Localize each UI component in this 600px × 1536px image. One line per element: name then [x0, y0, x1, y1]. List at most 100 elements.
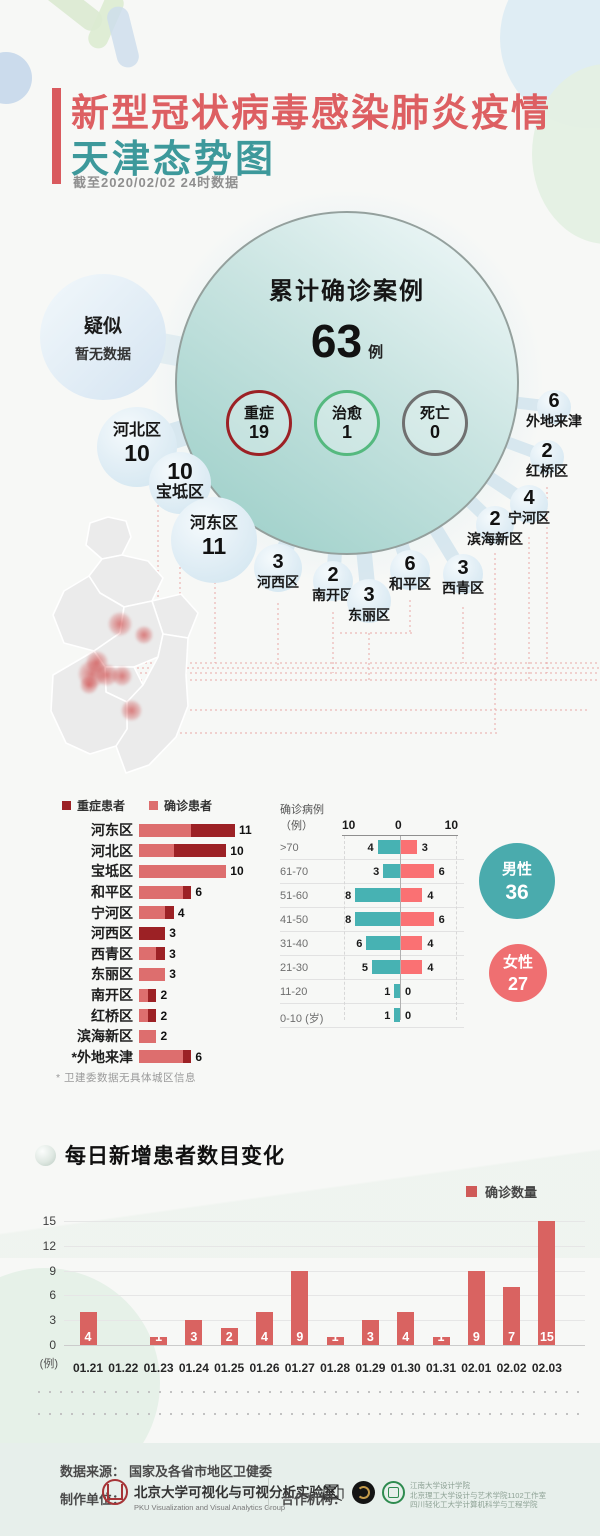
map-hotspot	[135, 626, 153, 644]
age-group-label: 0-10 (岁)	[280, 1013, 324, 1025]
daily-gridline	[64, 1295, 585, 1297]
daily-gridline	[64, 1270, 585, 1272]
severe-bar-segment	[173, 844, 227, 858]
severe-chart-row: 红桥区 2	[55, 1005, 295, 1026]
female-value: 6	[438, 914, 445, 926]
severe-chart-row: 滨海新区 2	[55, 1026, 295, 1047]
age-pyramid-chart: 确诊病例（例） 10 0 10 >70 4 3 61-70 3 6 51-60 8 4 41-50…	[280, 804, 464, 1028]
severe-row-bar	[139, 864, 227, 878]
legend-label: 确诊患者	[164, 799, 213, 813]
district-bubble-circle	[443, 554, 483, 594]
severe-row-bar	[139, 1009, 157, 1023]
daily-section-title-row: 每日新增患者数目变化	[35, 1140, 285, 1170]
female-value: 0	[405, 1010, 412, 1022]
district-value: 10	[124, 440, 150, 467]
age-group-label: >70	[280, 842, 299, 854]
section-bullet-sphere-icon	[35, 1144, 56, 1166]
age-chart-title: 确诊病例（例）	[280, 804, 324, 832]
district-value: 10	[167, 458, 193, 484]
district-bubble: 2 南开区	[273, 564, 393, 603]
maker-name-cn: 北京大学可视化与可视分析实验室	[134, 1485, 337, 1500]
daily-date-label: 01.27	[284, 1361, 315, 1375]
confirmed-bar-segment	[139, 823, 192, 837]
suspected-bubble: 疑似 暂无数据	[40, 274, 166, 400]
confirmed-bar-segment	[139, 988, 148, 1002]
severe-row-label: 河西区	[91, 925, 133, 942]
severe-bar-segment	[147, 988, 157, 1002]
district-bubble: 2 红桥区	[487, 440, 600, 479]
stat-value: 1	[341, 421, 352, 442]
age-axis-tick-right: 10	[444, 818, 458, 832]
female-bar	[400, 888, 423, 902]
deco-leaf-3	[104, 4, 142, 70]
daily-bar-value: 7	[508, 1329, 516, 1344]
female-bar	[400, 960, 423, 974]
page-title-line2: 天津态势图	[71, 139, 277, 181]
daily-bar-value: 1	[331, 1336, 339, 1344]
daily-bar-value: 1	[437, 1336, 445, 1344]
legend-square-icon	[149, 801, 159, 810]
male-total-circle: 男性 36	[479, 843, 555, 919]
partner-logo-jiangnan	[323, 1484, 344, 1502]
age-gridline	[456, 836, 457, 1020]
daily-bar: 7	[503, 1287, 521, 1345]
suspected-label: 疑似	[83, 315, 122, 337]
severe-chart-row: 和平区 6	[55, 882, 295, 903]
daily-date-label: 01.23	[143, 1361, 174, 1375]
age-chart-header: 确诊病例（例） 10 0 10	[280, 804, 464, 836]
severe-row-total: 3	[169, 967, 176, 982]
stat-label: 死亡	[419, 404, 450, 422]
daily-date-label: 01.31	[425, 1361, 457, 1375]
severe-chart-row: *外地来津 6	[55, 1047, 295, 1068]
confirmed-bar-segment	[139, 906, 166, 920]
male-bar	[366, 936, 400, 950]
district-value: 3	[272, 551, 284, 573]
daily-bar-value: 1	[155, 1336, 163, 1344]
title-accent-bar	[52, 88, 61, 184]
pku-logo-glyph	[107, 1484, 123, 1500]
confirmed-bar-segment	[139, 885, 183, 899]
total-confirmed-title: 累计确诊案例	[269, 278, 425, 305]
female-bar	[400, 864, 434, 878]
male-bar	[355, 912, 400, 926]
daily-date-label: 01.25	[214, 1361, 245, 1375]
total-confirmed-unit: 例	[368, 344, 384, 361]
severe-row-bar	[139, 823, 236, 837]
district-name: 宝坻区	[155, 484, 204, 502]
district-bubble: 10 宝坻区	[120, 458, 240, 503]
daily-bar-value: 3	[366, 1329, 374, 1344]
district-name: 宁河区	[508, 510, 550, 526]
severe-bar-segment	[156, 947, 166, 961]
severe-chart-row: 河东区 11	[55, 820, 295, 841]
deco-wedge-daily	[0, 1128, 600, 1258]
daily-bar-value: 2	[225, 1329, 233, 1344]
confirmed-bar-segment	[139, 1050, 183, 1064]
age-row: 61-70 3 6	[280, 860, 464, 884]
male-bar	[394, 984, 400, 998]
age-chart-rows: >70 4 3 61-70 3 6 51-60 8 4 41-50 8 6 31-40 6 4 21-30 5 4…	[280, 836, 464, 1028]
district-bubble: 河东区 11	[154, 515, 274, 560]
male-bar	[372, 960, 400, 974]
daily-bar-value: 3	[190, 1329, 198, 1344]
daily-bar-chart: 15 12 9 6 3 0 (例) 4 01.21 01.22 1 01.23 3 01.24 2 01.25…	[0, 1205, 600, 1390]
district-value: 3	[457, 557, 469, 579]
severe-chart-legend: 重症患者 确诊患者	[62, 797, 212, 814]
severe-row-label: 南开区	[91, 987, 133, 1004]
dotted-separator-1	[38, 1391, 586, 1393]
severe-row-label: 宁河区	[91, 904, 133, 921]
severe-row-label: *外地来津	[71, 1048, 133, 1065]
severe-row-label: 红桥区	[91, 1007, 133, 1024]
female-value: 4	[427, 890, 434, 902]
age-row: 0-10 (岁) 1 0	[280, 1004, 464, 1028]
age-group-label: 41-50	[280, 914, 309, 926]
severe-row-total: 10	[230, 864, 244, 879]
severe-row-label: 河北区	[91, 842, 133, 859]
daily-legend-label: 确诊数量	[485, 1185, 538, 1200]
severe-row-label: 和平区	[91, 884, 133, 901]
partners-label: 合作机构：	[281, 1492, 347, 1507]
daily-date-label: 01.28	[320, 1361, 351, 1375]
severe-row-total: 10	[230, 843, 244, 858]
